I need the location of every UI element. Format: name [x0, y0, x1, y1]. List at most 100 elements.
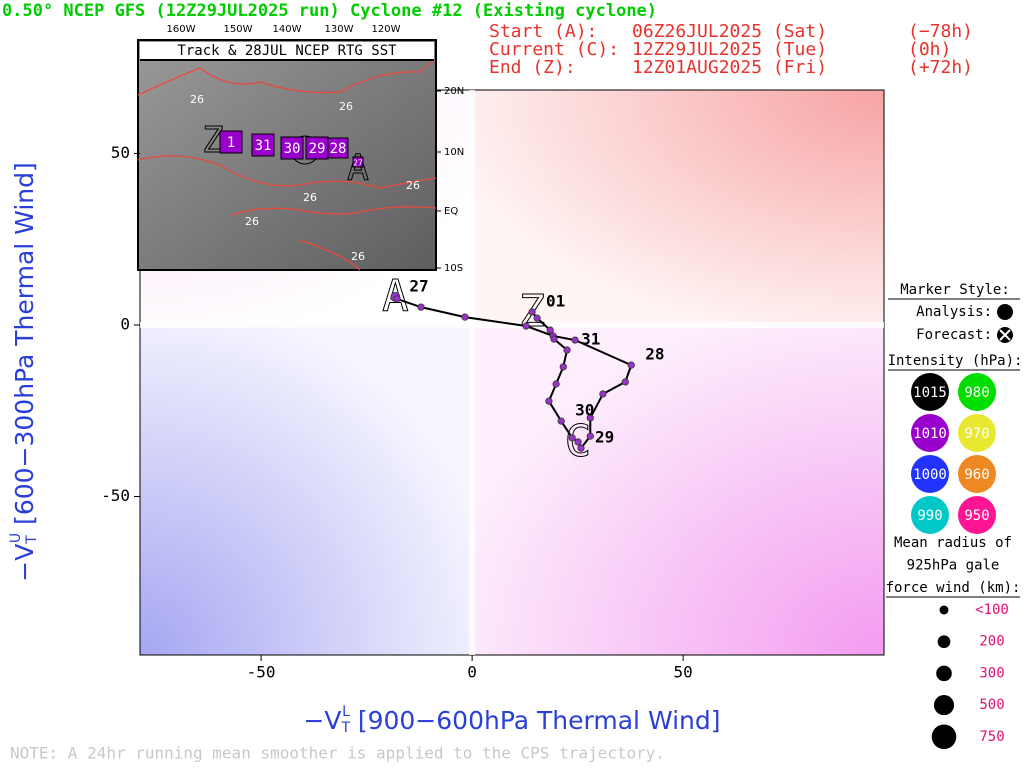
- inset-title: Track & 28JUL NCEP RTG SST: [177, 43, 397, 59]
- y-tick-label: 0: [120, 314, 130, 333]
- inset-lon-label: 130W: [325, 24, 354, 35]
- intensity-label: 970: [964, 426, 989, 442]
- sst-contour-label: 26: [406, 179, 420, 192]
- track-point: [533, 314, 541, 322]
- size-label: 300: [979, 665, 1004, 681]
- inset-track-box: [280, 136, 304, 160]
- time-info: (0h): [908, 39, 951, 60]
- sst-contour: [137, 59, 435, 96]
- quadrant-shade: [472, 90, 884, 325]
- label-part: L: [342, 704, 350, 720]
- intensity-swatch: [911, 414, 949, 452]
- label-part: −V: [303, 706, 341, 735]
- inset-map: 160W 150W 140W 130W 120W 20N 10N EQ 10S Track & 2…: [137, 24, 464, 274]
- inset-track-label: 28: [330, 141, 347, 157]
- x-tick-label: 50: [673, 663, 692, 682]
- sst-contour: [299, 239, 361, 271]
- intensity-label: 1000: [913, 467, 947, 483]
- legend-panel: Marker Style: Analysis: Forecast: Intensity…: [886, 282, 1022, 750]
- inset-lon-label: 140W: [273, 24, 302, 35]
- track-point: [563, 346, 571, 354]
- intensity-swatch: [911, 455, 949, 493]
- track-point: [522, 322, 530, 330]
- inset-track-box: [219, 130, 243, 154]
- inset-track-box: [251, 133, 275, 157]
- inset-track-label: 27: [353, 159, 363, 168]
- label-part: [900−600hPa Thermal Wind]: [350, 706, 721, 735]
- inset-track-label: 29: [309, 141, 326, 157]
- track-point: [627, 361, 635, 369]
- track-point: [557, 417, 565, 425]
- y-tick-label: -50: [101, 486, 130, 505]
- inset-track-label: 1: [227, 135, 235, 151]
- label-part: [600−300hPa Thermal Wind]: [10, 162, 39, 533]
- track-point: [559, 363, 567, 371]
- track-point: [417, 303, 425, 311]
- y-axis-label: −VTU [600−300hPa Thermal Wind]: [8, 162, 40, 582]
- inset-lat-label: EQ: [444, 206, 458, 217]
- time-info: 12Z01AUG2025 (Fri): [632, 57, 827, 78]
- time-info: 12Z29JUL2025 (Tue): [632, 39, 827, 60]
- label-part: −V: [10, 544, 39, 582]
- inset-lat-label: 20N: [444, 86, 464, 97]
- label-part: T: [341, 720, 351, 736]
- track-point: [568, 434, 576, 442]
- intensity-label: 960: [964, 467, 989, 483]
- track-point: [461, 313, 469, 321]
- intensity-swatch: [911, 496, 949, 534]
- legend-title: 925hPa gale: [907, 558, 1000, 574]
- inset-lon-label: 150W: [224, 24, 253, 35]
- sst-contour-label: 26: [351, 250, 365, 263]
- inset-lat-label: 10N: [444, 147, 464, 158]
- intensity-swatch: [958, 455, 996, 493]
- label-part: T: [24, 535, 40, 545]
- intensity-swatch: [911, 373, 949, 411]
- size-label: 500: [979, 697, 1004, 713]
- time-info: Start (A):: [489, 21, 597, 42]
- inset-letter: Z: [202, 120, 224, 161]
- day-label: 28: [645, 345, 664, 364]
- size-label: <100: [975, 602, 1009, 618]
- inset-track-box: [327, 137, 349, 159]
- sst-contour: [137, 155, 437, 189]
- day-label: 01: [546, 291, 565, 310]
- time-info: 06Z26JUL2025 (Sat): [632, 21, 827, 42]
- size-swatch: [936, 665, 952, 682]
- track-point: [599, 390, 607, 398]
- inset-lat-label: 10S: [444, 263, 463, 274]
- sst-contour-label: 26: [303, 191, 317, 204]
- day-label: 29: [595, 428, 614, 447]
- day-label: 27: [409, 276, 428, 295]
- quadrant-shade: [472, 325, 884, 655]
- intensity-swatch: [958, 496, 996, 534]
- intensity-swatch: [958, 414, 996, 452]
- inset-track-label: 30: [284, 141, 301, 157]
- legend-item: Forecast:: [916, 327, 992, 343]
- track-point: [577, 444, 585, 452]
- intensity-swatch: [958, 373, 996, 411]
- track-point: [574, 438, 582, 446]
- size-swatch: [939, 605, 949, 615]
- day-label: 31: [581, 330, 600, 349]
- y-tick-label: 50: [111, 143, 130, 162]
- size-label: 200: [979, 634, 1004, 650]
- intensity-label: 950: [964, 508, 989, 524]
- chart-title: 0.50° NCEP GFS (12Z29JUL2025 run) Cyclon…: [2, 1, 657, 21]
- size-swatch: [937, 635, 951, 649]
- time-info: Current (C):: [489, 39, 619, 60]
- x-tick-label: -50: [247, 663, 276, 682]
- time-info: (−78h): [908, 21, 973, 42]
- legend-title: force wind (km):: [886, 580, 1021, 596]
- note: NOTE: A 24hr running mean smoother is ap…: [10, 744, 665, 763]
- quadrant-shade: [140, 325, 472, 655]
- track-point: [545, 397, 553, 405]
- sst-contour-label: 26: [339, 100, 353, 113]
- plot-frame: [139, 89, 885, 656]
- inset-letter: A: [347, 148, 369, 189]
- intensity-label: 1010: [913, 426, 947, 442]
- inset-lon-label: 120W: [372, 24, 401, 35]
- track-point: [571, 336, 579, 344]
